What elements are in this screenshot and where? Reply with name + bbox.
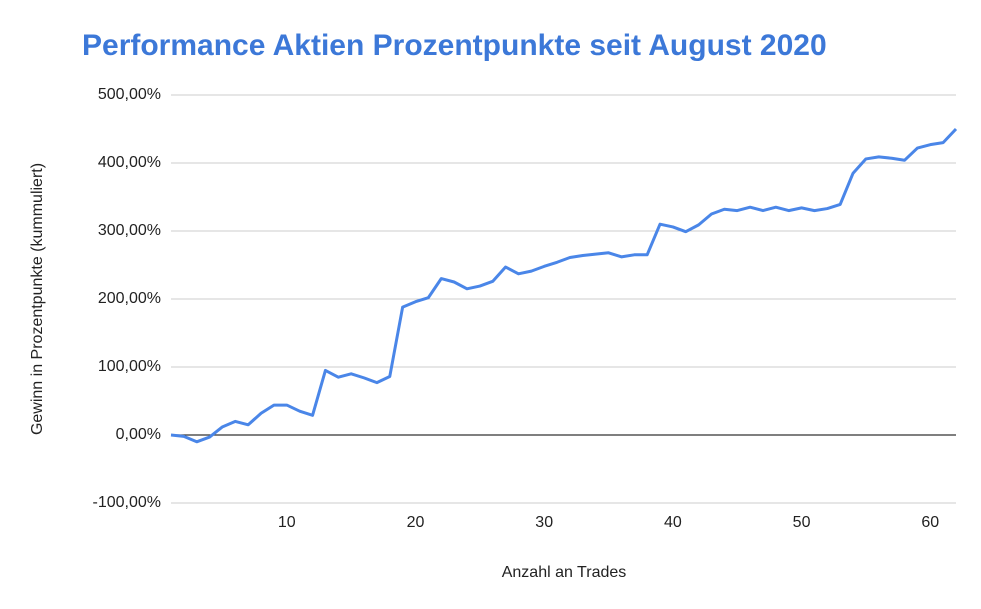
y-tick-label: 100,00% [98, 358, 161, 375]
x-tick-label: 40 [664, 514, 682, 531]
y-tick-label: 0,00% [116, 426, 161, 443]
chart-title: Performance Aktien Prozentpunkte seit Au… [82, 29, 827, 62]
y-tick-label: -100,00% [93, 494, 162, 511]
x-axis-label: Anzahl an Trades [502, 564, 627, 581]
y-axis-label: Gewinn in Prozentpunkte (kummuliert) [29, 163, 46, 435]
x-tick-label: 10 [278, 514, 296, 531]
y-tick-label: 300,00% [98, 222, 161, 239]
y-tick-label: 500,00% [98, 86, 161, 103]
y-tick-label: 400,00% [98, 154, 161, 171]
x-tick-label: 50 [793, 514, 811, 531]
x-tick-label: 60 [921, 514, 939, 531]
x-tick-label: 30 [535, 514, 553, 531]
data-line [170, 127, 958, 444]
y-tick-label: 200,00% [98, 290, 161, 307]
x-tick-label: 20 [407, 514, 425, 531]
